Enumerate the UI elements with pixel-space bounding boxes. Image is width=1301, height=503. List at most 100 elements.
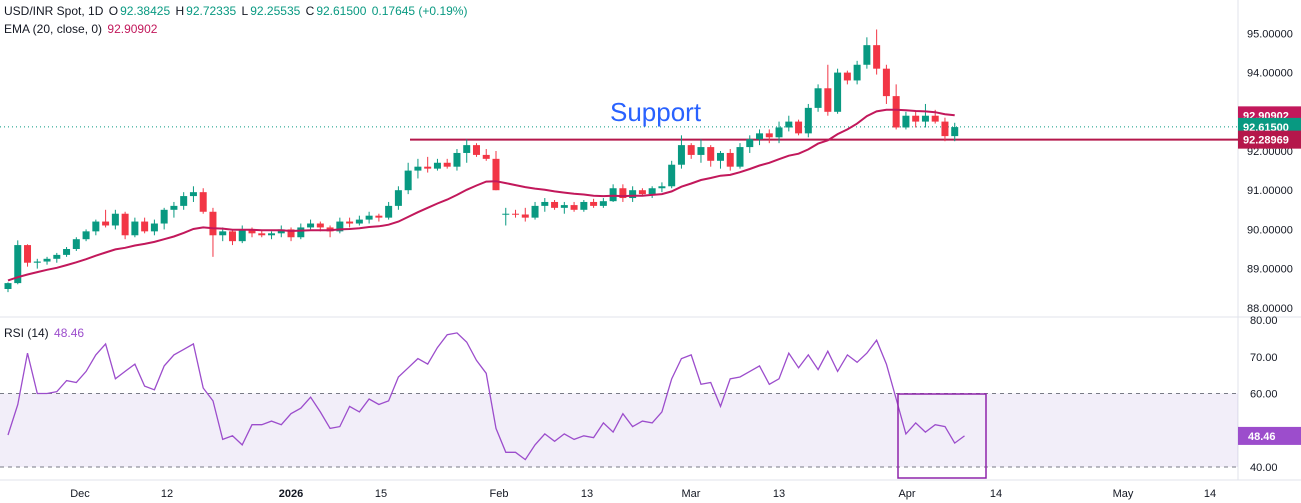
candle-body — [209, 211, 217, 236]
candle-body — [346, 221, 354, 224]
candle-body — [131, 221, 139, 236]
candle-body — [355, 219, 363, 224]
candle-body — [121, 213, 129, 236]
candle-body — [765, 133, 773, 138]
candle-body — [199, 192, 207, 212]
candle-body — [531, 205, 539, 218]
candle-body — [404, 170, 412, 191]
candle-body — [443, 162, 451, 167]
candle-body — [14, 245, 22, 284]
time-tick-label: Apr — [898, 488, 915, 500]
open-value: 92.38425 — [120, 4, 171, 18]
candle-body — [834, 72, 842, 112]
candle-body — [785, 121, 793, 128]
candle-body — [277, 229, 285, 234]
price-tick-label: 94.00000 — [1247, 68, 1293, 80]
candle-body — [521, 214, 529, 218]
candle-body — [804, 107, 812, 134]
candle-body — [453, 152, 461, 167]
support-price-tag: 92.28969 — [1238, 130, 1301, 149]
ema-value: 92.90902 — [107, 22, 158, 36]
candle-body — [307, 223, 315, 228]
candle-body — [150, 223, 158, 232]
candle-body — [873, 45, 881, 69]
candle-body — [170, 205, 178, 210]
candle-body — [82, 231, 90, 240]
candle-body — [141, 221, 149, 232]
time-tick-label: May — [1113, 488, 1134, 500]
candle-body — [687, 145, 695, 155]
low-label: L — [241, 4, 249, 18]
candle-body — [102, 221, 110, 226]
price-legend: USD/INR Spot, 1D O 92.38425 H 92.72335 L 92… — [4, 4, 469, 18]
candle-body — [551, 201, 559, 208]
candle-body — [648, 188, 656, 195]
low-value: 92.25535 — [250, 4, 301, 18]
candle-body — [33, 261, 41, 263]
price-tick-label: 92.00000 — [1247, 146, 1293, 158]
rsi-tick-label: 70.00 — [1250, 352, 1278, 364]
symbol-label: USD/INR Spot, 1D — [4, 4, 104, 18]
candle-body — [853, 64, 861, 81]
price-tick-label: 88.00000 — [1247, 303, 1293, 315]
candle-body — [63, 249, 71, 255]
candle-body — [843, 72, 851, 81]
time-tick-label: 12 — [161, 488, 173, 500]
candle-body — [619, 188, 627, 199]
candle-body — [580, 201, 588, 210]
candle-body — [570, 205, 578, 210]
candle-body — [219, 231, 227, 236]
candle-body — [502, 213, 510, 215]
candle-body — [668, 164, 676, 187]
price-tick-label: 89.00000 — [1247, 264, 1293, 276]
candle-body — [258, 233, 266, 236]
rsi-legend: RSI (14) 48.46 — [4, 326, 86, 340]
candle-body — [638, 190, 646, 195]
candle-body — [716, 152, 724, 161]
candle-body — [795, 121, 803, 134]
rsi-tag-text: 48.46 — [1248, 431, 1276, 443]
time-tick-label: 14 — [990, 488, 1002, 500]
candle-body — [268, 233, 276, 236]
rsi-value: 48.46 — [54, 326, 85, 340]
close-label: C — [305, 4, 315, 18]
candle-body — [746, 139, 754, 148]
candle-body — [297, 227, 305, 238]
candle-body — [863, 45, 871, 65]
candle-body — [375, 215, 383, 218]
candle-body — [599, 201, 607, 206]
candle-body — [814, 88, 822, 108]
ema-line — [7, 108, 955, 282]
rsi-tick-label: 40.00 — [1250, 462, 1278, 474]
candle-body — [248, 229, 256, 234]
candle-body — [951, 127, 959, 137]
candle-body — [336, 221, 344, 232]
time-tick-label: Dec — [70, 488, 90, 500]
candle-body — [707, 147, 715, 161]
candle-body — [228, 231, 236, 242]
candle-body — [365, 215, 373, 220]
candle-body — [824, 88, 832, 112]
change-value: 0.17645 (+0.19%) — [371, 4, 468, 18]
time-tick-label: Feb — [490, 488, 509, 500]
candle-body — [111, 213, 119, 226]
candle-body — [941, 121, 949, 137]
candle-body — [4, 283, 12, 289]
time-tick-label: 15 — [375, 488, 387, 500]
rsi-tag-bg — [1238, 426, 1301, 445]
rsi-band — [0, 393, 1238, 467]
rsi-tick-label: 80.00 — [1250, 315, 1278, 327]
ema-legend: EMA (20, close, 0) 92.90902 — [4, 22, 159, 36]
candle-body — [629, 190, 637, 199]
candle-body — [658, 186, 666, 189]
candle-body — [736, 147, 744, 167]
candle-body — [385, 205, 393, 218]
candle-body — [43, 258, 51, 262]
candle-body — [53, 254, 61, 259]
time-tick-label: Mar — [682, 488, 701, 500]
rsi-value-tag: 48.46 — [1238, 426, 1301, 445]
candle-body — [512, 213, 520, 215]
candle-body — [160, 209, 168, 224]
candle-body — [72, 239, 80, 249]
